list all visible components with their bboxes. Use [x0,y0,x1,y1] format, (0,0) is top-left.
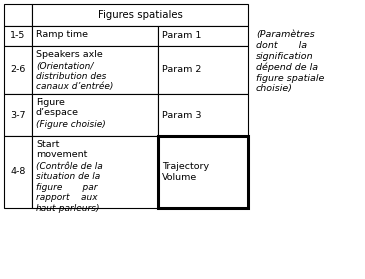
Bar [32,46,158,94]
Text: (Paramètres: (Paramètres [256,30,315,39]
Bar [32,136,158,208]
Text: Ramp time: Ramp time [36,30,88,39]
Text: Start
movement: Start movement [36,140,87,159]
Text: (Contrôle de la
situation de la
figure       par
rapport    aux
haut-parleurs): (Contrôle de la situation de la figure p… [36,162,103,213]
Bar [158,26,248,46]
Text: Trajectory
Volume: Trajectory Volume [162,162,209,182]
Bar [158,46,248,94]
Bar [4,136,32,208]
Bar [32,94,158,136]
Text: dont       la: dont la [256,41,307,50]
Bar [158,136,248,208]
Text: Param 2: Param 2 [162,66,201,74]
Text: Speakers axle: Speakers axle [36,50,103,59]
Text: 3-7: 3-7 [10,110,26,119]
Text: Figure
d’espace: Figure d’espace [36,98,79,117]
Text: choisie): choisie) [256,85,293,93]
Bar [4,4,32,26]
Text: 4-8: 4-8 [10,167,26,177]
Bar [32,26,158,46]
Text: signification: signification [256,52,314,61]
Text: (Orientation/
distribution des
canaux d’entrée): (Orientation/ distribution des canaux d’… [36,62,114,91]
Bar [4,94,32,136]
Text: Figures spatiales: Figures spatiales [97,10,182,20]
Bar [158,94,248,136]
Bar [4,26,32,46]
Bar [4,46,32,94]
Text: Param 1: Param 1 [162,32,201,40]
Text: dépend de la: dépend de la [256,63,318,72]
Text: Param 3: Param 3 [162,110,201,119]
Text: 1-5: 1-5 [10,32,26,40]
Bar [32,4,248,26]
Text: 2-6: 2-6 [10,66,26,74]
Text: (Figure choisie): (Figure choisie) [36,120,106,129]
Text: figure spatiale: figure spatiale [256,74,324,83]
